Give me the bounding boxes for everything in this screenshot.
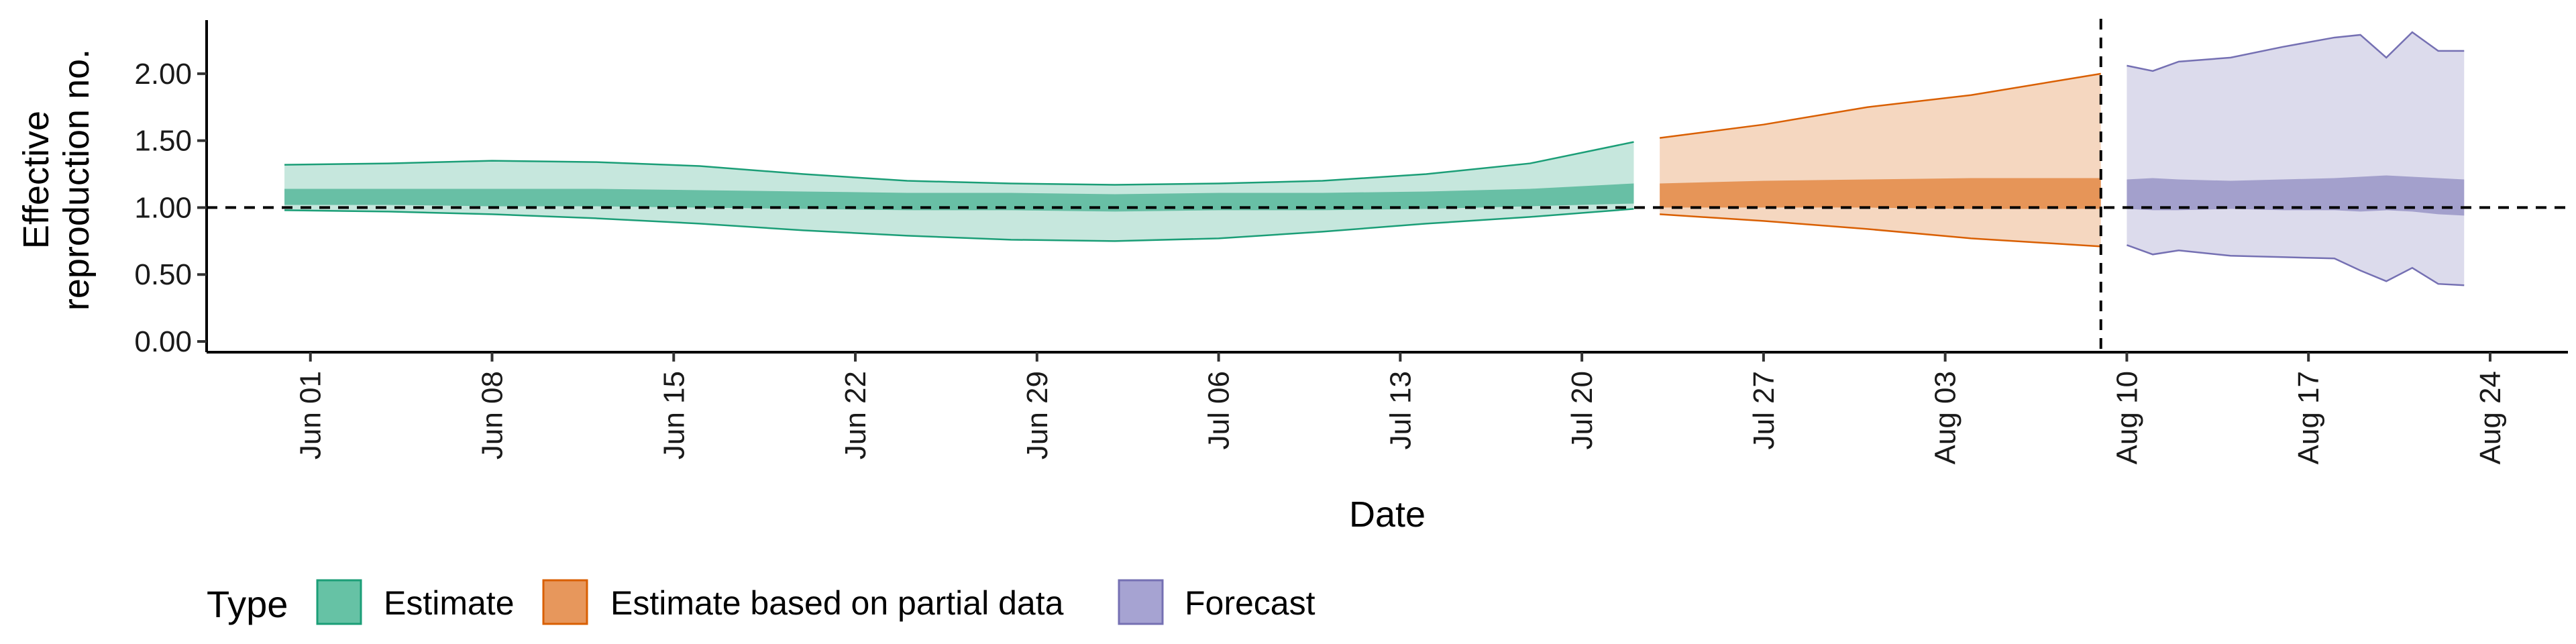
x-tick-label: Jun 08: [476, 371, 508, 460]
inner-band-forecast: [2127, 175, 2465, 216]
outer-band-upper-edge-forecast: [2127, 31, 2465, 72]
x-tick-label: Jun 29: [1021, 371, 1054, 460]
credible-interval-bands: [284, 31, 2465, 286]
legend: Type Estimate Estimate based on partial …: [207, 579, 1316, 625]
outer-band-forecast: [2127, 32, 2465, 286]
legend-key-forecast: [1118, 579, 1164, 625]
x-tick-label: Jun 15: [657, 371, 690, 460]
x-tick-label: Jul 13: [1384, 371, 1417, 449]
y-tick-label: 2.00: [134, 58, 192, 91]
outer-band-lower-edge-estimate: [284, 208, 1634, 242]
legend-label-partial: Estimate based on partial data: [610, 584, 1064, 622]
x-tick-label: Aug 10: [2110, 371, 2143, 464]
y-tick-label: 1.00: [134, 191, 192, 224]
y-tick-label: 0.00: [134, 325, 192, 358]
outer-band-upper-edge-estimate: [284, 141, 1634, 186]
legend-label-forecast: Forecast: [1185, 584, 1316, 622]
axes: 0.00 0.50 1.00 1.50 2.00 Jun 01 Jun 08 Jun 15 Ju…: [134, 20, 2568, 464]
x-tick-label: Jul 20: [1566, 371, 1599, 449]
y-axis-title-line-1: Effective: [16, 111, 56, 249]
y-tick-label: 0.50: [134, 258, 192, 291]
y-axis-title-line-2: reproduction no.: [56, 49, 97, 311]
x-tick-label: Jul 06: [1203, 371, 1236, 449]
y-tick-label: 1.50: [134, 125, 192, 158]
outer-band-lower-edge-estimate-based-on-partial-data: [1660, 213, 2101, 248]
legend-label-estimate: Estimate: [384, 584, 515, 622]
outer-band-upper-edge-estimate-based-on-partial-data: [1659, 72, 2101, 139]
outer-band-lower-edge-forecast: [2126, 244, 2465, 286]
y-axis-title: Effective reproduction no.: [16, 49, 97, 311]
inner-band-estimate: [284, 183, 1634, 212]
x-tick-label: Aug 03: [1929, 371, 1962, 464]
x-tick-label: Aug 24: [2474, 371, 2507, 464]
x-axis-title: Date: [1349, 494, 1426, 535]
outer-band-estimate-based-on-partial-data: [1660, 73, 2101, 247]
x-tick-label: Jun 01: [294, 371, 327, 460]
legend-key-estimate: [316, 579, 362, 625]
x-tick-label: Jun 22: [839, 371, 872, 460]
legend-key-partial: [542, 579, 588, 625]
inner-band-estimate-based-on-partial-data: [1660, 178, 2101, 209]
outer-band-estimate: [284, 142, 1634, 241]
legend-title: Type: [207, 583, 288, 625]
x-tick-label: Aug 17: [2292, 371, 2325, 464]
x-tick-label: Jul 27: [1748, 371, 1780, 449]
